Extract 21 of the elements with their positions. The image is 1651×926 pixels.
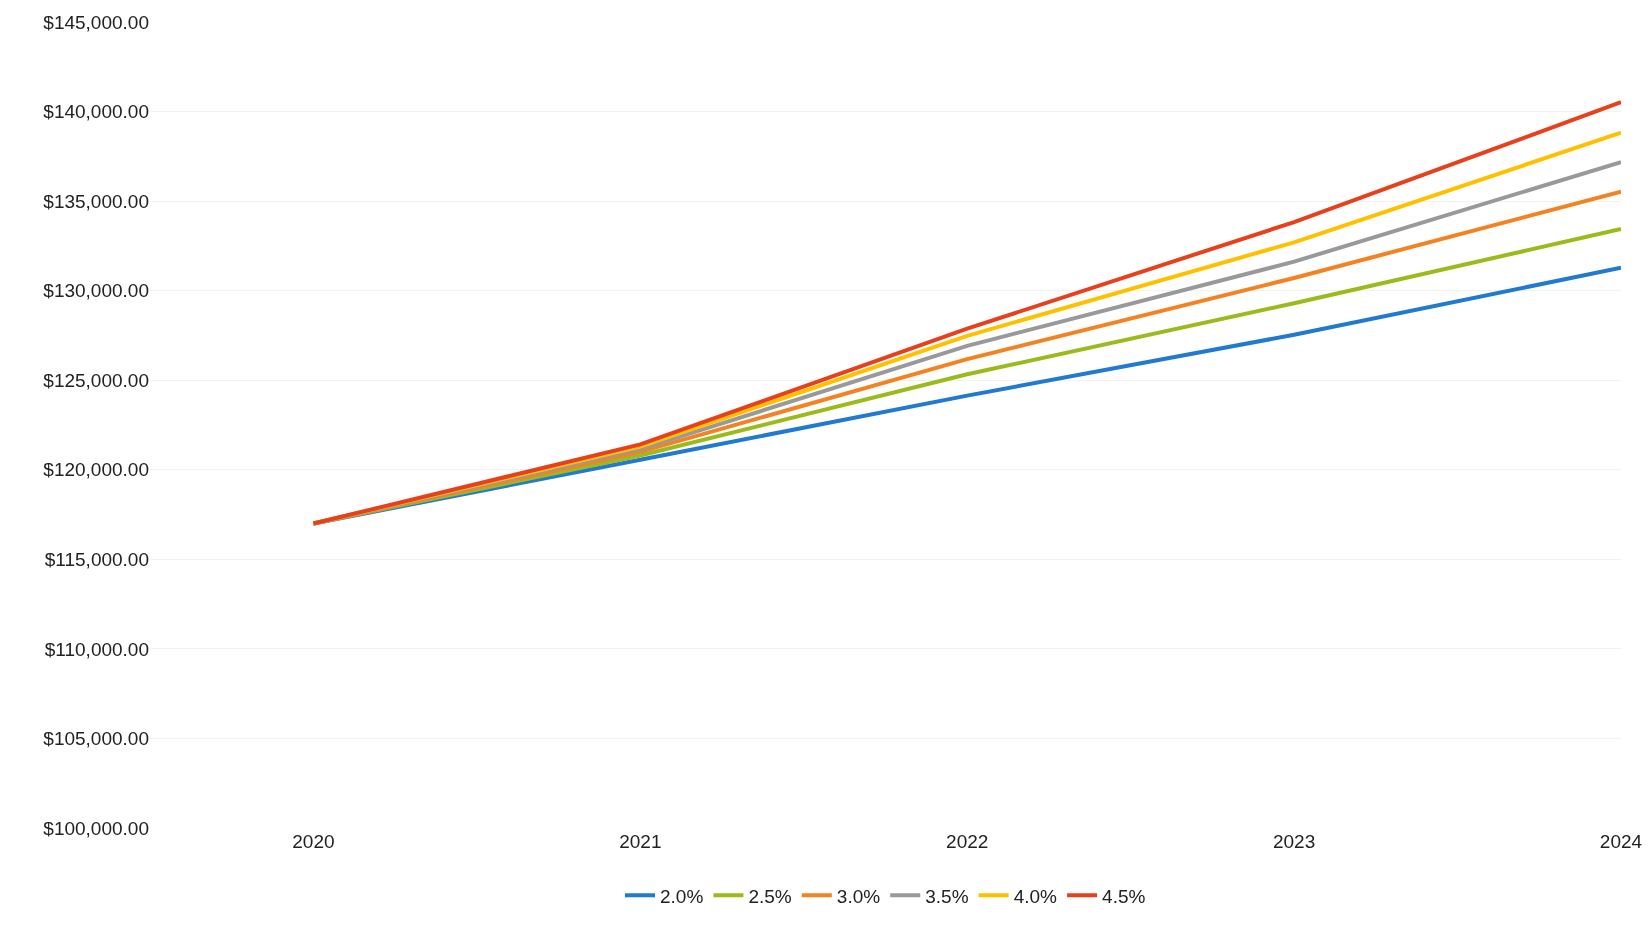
legend-label: 4.0% <box>1013 885 1058 907</box>
x-tick-label: 2021 <box>619 831 662 852</box>
y-tick-label: $130,000.00 <box>43 280 149 302</box>
legend-label: 2.0% <box>660 885 704 907</box>
y-tick-label: $100,000.00 <box>43 817 149 839</box>
y-tick-label: $145,000.00 <box>43 11 149 33</box>
legend-label: 3.5% <box>925 885 969 907</box>
x-tick-label: 2022 <box>946 831 989 852</box>
x-tick-label: 2024 <box>1599 831 1643 852</box>
y-tick-label: $135,000.00 <box>43 190 149 212</box>
x-tick-label: 2020 <box>292 831 335 852</box>
x-tick-label: 2023 <box>1272 831 1316 852</box>
legend-label: 3.0% <box>836 885 881 907</box>
y-tick-label: $115,000.00 <box>44 548 149 570</box>
legend-label: 2.5% <box>748 885 792 907</box>
y-tick-label: $140,000.00 <box>43 101 149 123</box>
y-tick-label: $105,000.00 <box>43 728 149 750</box>
legend-label: 4.5% <box>1102 885 1146 907</box>
y-tick-label: $125,000.00 <box>43 369 149 391</box>
y-tick-label: $120,000.00 <box>43 459 149 481</box>
y-tick-label: $110,000.00 <box>44 638 149 660</box>
